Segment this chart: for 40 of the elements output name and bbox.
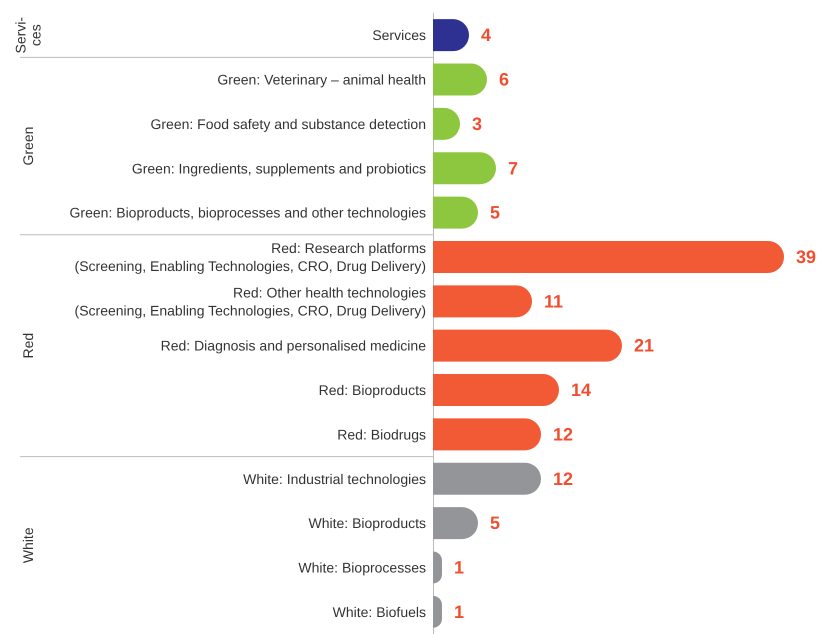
bar: [433, 285, 532, 318]
data-label: 12: [553, 468, 574, 489]
data-label: 7: [508, 158, 518, 178]
bar: [433, 240, 784, 273]
y-tick-label: Green: Food safety and substance detection: [150, 116, 426, 132]
text: Green: [20, 126, 36, 166]
bar: [433, 152, 496, 184]
data-label: 5: [490, 202, 500, 223]
data-label: 21: [634, 336, 654, 356]
y-tick-label: Green: Ingredients, supplements and probiotics: [132, 160, 426, 176]
text: White: [20, 527, 36, 564]
y-tick-label: Red: Bioproducts: [318, 382, 426, 398]
y-tick-label: Green: Veterinary – animal health: [217, 72, 426, 88]
y-tick-label: Green: Bioproducts, bioprocesses and other technologies: [70, 204, 426, 221]
data-label: 14: [571, 380, 592, 400]
y-tick-label: White: Bioproducts: [308, 515, 426, 532]
data-label: 6: [499, 70, 510, 90]
data-label: 1: [454, 557, 464, 578]
bar: [433, 462, 541, 495]
data-label: 11: [544, 291, 564, 312]
y-tick-label: Red: Research platforms (Screening, Enabling Technologies, CRO, Drug Delivery): [74, 240, 426, 274]
y-tick-label: White: Biofuels: [332, 604, 426, 620]
bar: [433, 64, 487, 96]
data-label: 5: [490, 513, 500, 534]
y-tick-label: Services: [372, 27, 426, 44]
text: Servi-ces: [12, 16, 44, 54]
y-tick-label: Red: Diagnosis and personalised medicine: [160, 338, 426, 354]
y-tick-label: Red: Other health technologies (Screening, Enabling Technologies, CRO, Drug Delivery): [74, 284, 426, 318]
bar: [433, 418, 541, 450]
data-label: 3: [472, 114, 482, 134]
data-label: 1: [454, 602, 464, 622]
bar: [433, 330, 622, 362]
y-tick-label: White: Bioprocesses: [298, 559, 426, 576]
y-tick-label: White: Industrial technologies: [243, 470, 426, 487]
y-tick-label: Red: Biodrugs: [337, 426, 426, 442]
data-label: 12: [553, 424, 574, 444]
data-label: 4: [481, 25, 492, 46]
data-label: 39: [796, 246, 816, 267]
bar: [433, 374, 559, 406]
text: Red: [20, 332, 36, 359]
